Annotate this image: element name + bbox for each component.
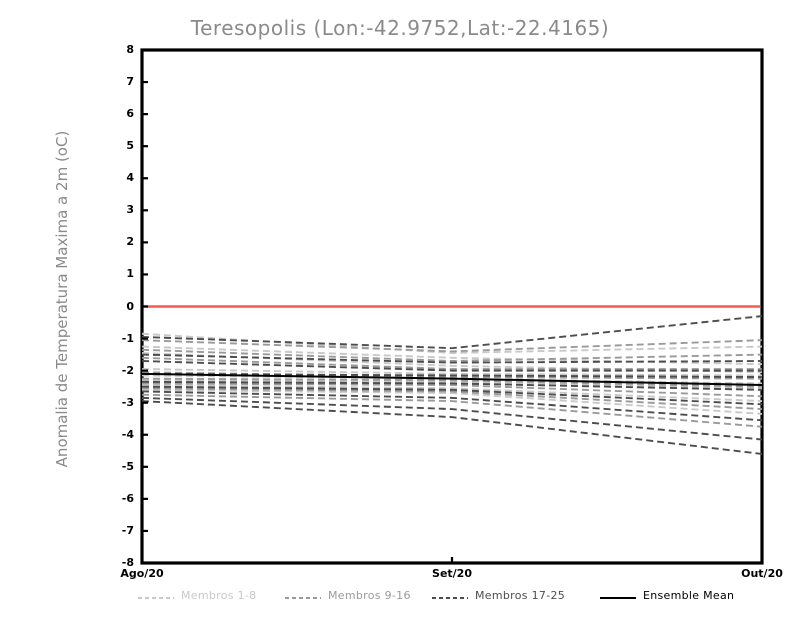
series-line bbox=[141, 379, 763, 390]
series-line bbox=[141, 377, 763, 388]
y-tick-label: -8 bbox=[121, 556, 134, 569]
y-tick-label: 6 bbox=[126, 107, 134, 121]
series-line bbox=[141, 353, 763, 364]
series-line bbox=[141, 315, 763, 350]
legend-line-icon bbox=[432, 589, 468, 601]
series-line bbox=[141, 372, 763, 378]
y-tick-label: 3 bbox=[126, 203, 134, 217]
series-line bbox=[141, 388, 763, 415]
y-tick-label: 7 bbox=[126, 75, 134, 89]
legend-line-icon bbox=[138, 589, 174, 601]
y-tick-label: 4 bbox=[126, 171, 134, 185]
series-line bbox=[141, 348, 763, 362]
series-line bbox=[141, 345, 763, 366]
series-line bbox=[141, 356, 762, 370]
series-line bbox=[141, 400, 763, 455]
y-tick-label: -5 bbox=[121, 459, 134, 473]
series-line bbox=[141, 382, 763, 398]
legend-item[interactable]: Membros 1-8 bbox=[138, 586, 256, 604]
y-tick-label: -6 bbox=[121, 491, 134, 505]
y-tick-label: 0 bbox=[126, 299, 134, 313]
legend-label: Ensemble Mean bbox=[643, 588, 735, 602]
y-tick-label: -4 bbox=[121, 427, 134, 441]
legend-item[interactable]: Membros 17-25 bbox=[432, 586, 565, 604]
legend-line-icon bbox=[285, 589, 321, 601]
series-line bbox=[141, 390, 763, 422]
axis-ticks bbox=[140, 48, 764, 565]
y-tick-label: 2 bbox=[126, 235, 134, 249]
series-line bbox=[141, 384, 763, 403]
legend-item[interactable]: Membros 9-16 bbox=[285, 586, 411, 604]
y-tick-label: -1 bbox=[121, 331, 134, 345]
x-tick-label: Ago/20 bbox=[120, 567, 164, 580]
y-tick-label: 5 bbox=[126, 139, 134, 153]
chart-legend: Membros 1-8 Membros 9-16 Membros 17-25 Ense… bbox=[0, 586, 800, 606]
legend-item[interactable]: Ensemble Mean bbox=[600, 586, 734, 604]
y-tick-label: 1 bbox=[126, 267, 134, 281]
series-line bbox=[141, 368, 763, 377]
y-tick-label: -3 bbox=[121, 395, 134, 409]
legend-line-icon bbox=[600, 589, 636, 601]
x-tick-label: Set/20 bbox=[432, 567, 472, 580]
series-line bbox=[141, 360, 762, 372]
legend-label: Membros 1-8 bbox=[181, 588, 257, 602]
series-line bbox=[141, 385, 763, 406]
y-tick-label: -2 bbox=[121, 363, 134, 377]
series-line bbox=[141, 396, 763, 441]
legend-label: Membros 17-25 bbox=[475, 588, 566, 602]
chart-title: Teresopolis (Lon:-42.9752,Lat:-22.4165) bbox=[190, 16, 610, 40]
series-line bbox=[141, 380, 763, 391]
legend-label: Membros 9-16 bbox=[328, 588, 411, 602]
ensemble-series bbox=[141, 315, 763, 455]
series-line bbox=[141, 387, 763, 411]
series-line bbox=[141, 372, 763, 387]
series-line bbox=[141, 339, 763, 353]
series-line bbox=[141, 393, 763, 428]
y-tick-label: 8 bbox=[126, 43, 134, 56]
y-tick-label: -7 bbox=[121, 523, 134, 537]
x-tick-label: Out/20 bbox=[741, 567, 783, 580]
